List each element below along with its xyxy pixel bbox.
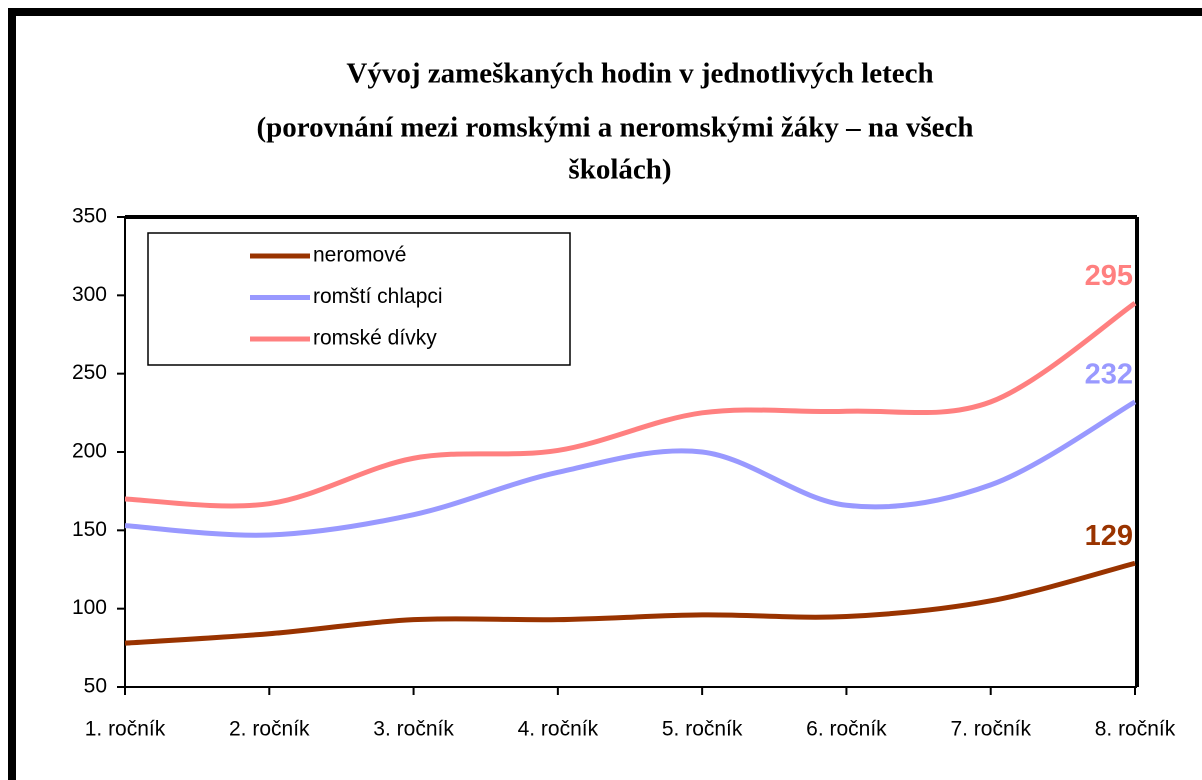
legend-label: romské dívky	[313, 327, 437, 350]
frame	[8, 8, 1202, 780]
chart-title: školách)	[568, 154, 671, 186]
legend-label: romští chlapci	[313, 285, 443, 308]
series-line	[124, 399, 1137, 538]
x-tick-label: 5. ročník	[662, 718, 743, 741]
y-tick-label: 350	[72, 205, 107, 228]
y-tick-label: 300	[72, 283, 107, 306]
x-tick-label: 6. ročník	[806, 718, 887, 741]
x-tick-label: 4. ročník	[518, 718, 599, 741]
series-line	[124, 560, 1136, 646]
x-tick-label: 3. ročník	[373, 718, 454, 741]
legend-label: neromové	[313, 244, 406, 267]
data-label: 129	[1085, 520, 1133, 552]
series-line	[124, 301, 1137, 509]
x-tick-label: 2. ročník	[229, 718, 310, 741]
x-tick-label: 8. ročník	[1095, 718, 1176, 741]
chart-title: Vývoj zameškaných hodin v jednotlivých l…	[346, 58, 933, 90]
x-tick-label: 7. ročník	[950, 718, 1031, 741]
y-tick-label: 100	[72, 596, 107, 619]
y-tick-label: 50	[84, 675, 107, 698]
data-label: 295	[1085, 260, 1133, 292]
y-tick-label: 250	[72, 361, 107, 384]
legend	[147, 232, 571, 366]
chart-title: (porovnání mezi romskými a neromskými žá…	[257, 112, 974, 144]
y-tick-label: 200	[72, 440, 107, 463]
y-tick-label: 150	[72, 518, 107, 541]
data-label: 232	[1085, 359, 1133, 391]
x-tick-label: 1. ročník	[85, 718, 166, 741]
